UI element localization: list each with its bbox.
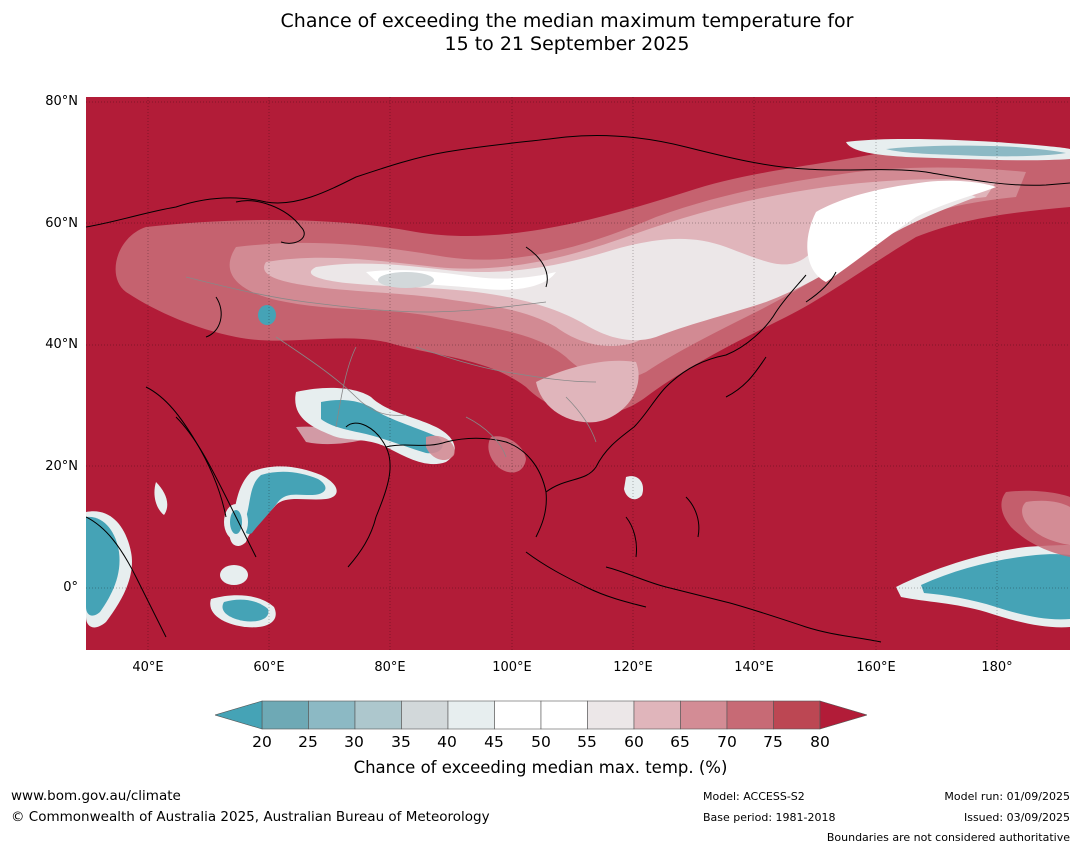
title-line-2: 15 to 21 September 2025	[444, 33, 690, 55]
colorbar-tick-55: 55	[577, 733, 597, 751]
title-line-1: Chance of exceeding the median maximum t…	[280, 10, 854, 32]
colorbar-segment	[587, 700, 635, 730]
colorbar-tick-70: 70	[717, 733, 737, 751]
issued-date: Issued: 03/09/2025	[963, 811, 1070, 824]
colorbar-segment	[726, 700, 774, 730]
below-median-areas	[86, 138, 1070, 628]
coastlines	[86, 134, 1070, 643]
colorbar-under-arrow	[215, 700, 263, 730]
copyright-notice: © Commonwealth of Australia 2025, Austra…	[11, 809, 490, 825]
lon-label-160e: 160°E	[856, 660, 896, 675]
lon-label-40e: 40°E	[132, 660, 164, 675]
colorbar-tick-20: 20	[252, 733, 272, 751]
graticule	[86, 97, 1070, 650]
colorbar-over-arrow	[819, 700, 867, 730]
lon-label-60e: 60°E	[253, 660, 285, 675]
colorbar-tick-25: 25	[298, 733, 318, 751]
chart-title: Chance of exceeding the median maximum t…	[0, 10, 1081, 56]
colorbar-tick-30: 30	[344, 733, 364, 751]
model-name: Model: ACCESS-S2	[703, 790, 805, 803]
colorbar-segment	[680, 700, 728, 730]
map-canvas	[86, 97, 1070, 650]
lat-label-20n: 20°N	[45, 459, 78, 474]
country-borders	[185, 276, 597, 458]
colorbar-segment	[447, 700, 495, 730]
colorbar-segment	[633, 700, 681, 730]
lon-label-140e: 140°E	[734, 660, 774, 675]
colorbar-tick-45: 45	[484, 733, 504, 751]
lon-label-80e: 80°E	[374, 660, 406, 675]
lon-label-180: 180°	[981, 660, 1013, 675]
land-probability-shading	[115, 147, 1070, 423]
colorbar-segment	[401, 700, 449, 730]
colorbar-tick-35: 35	[391, 733, 411, 751]
colorbar-label: Chance of exceeding median max. temp. (%…	[353, 758, 728, 777]
lon-label-120e: 120°E	[613, 660, 653, 675]
colorbar-segment	[773, 700, 821, 730]
colorbar-tick-40: 40	[437, 733, 457, 751]
lat-label-60n: 60°N	[45, 216, 78, 231]
colorbar-segment	[354, 700, 402, 730]
lon-label-100e: 100°E	[492, 660, 532, 675]
forecast-map	[86, 97, 1070, 650]
boundary-disclaimer: Boundaries are not considered authoritat…	[826, 831, 1070, 844]
colorbar-segment	[494, 700, 542, 730]
lat-label-40n: 40°N	[45, 337, 78, 352]
colorbar	[215, 700, 867, 730]
base-period: Base period: 1981-2018	[703, 811, 836, 824]
colorbar-segment	[308, 700, 356, 730]
colorbar-tick-50: 50	[531, 733, 551, 751]
colorbar-tick-65: 65	[670, 733, 690, 751]
lat-label-80n: 80°N	[45, 94, 78, 109]
colorbar-segment	[540, 700, 588, 730]
model-run-date: Model run: 01/09/2025	[944, 790, 1070, 803]
website-link[interactable]: www.bom.gov.au/climate	[11, 788, 181, 804]
colorbar-segment	[261, 700, 309, 730]
colorbar-tick-75: 75	[763, 733, 783, 751]
colorbar-tick-60: 60	[624, 733, 644, 751]
lat-label-0: 0°	[63, 580, 78, 595]
colorbar-tick-80: 80	[810, 733, 830, 751]
